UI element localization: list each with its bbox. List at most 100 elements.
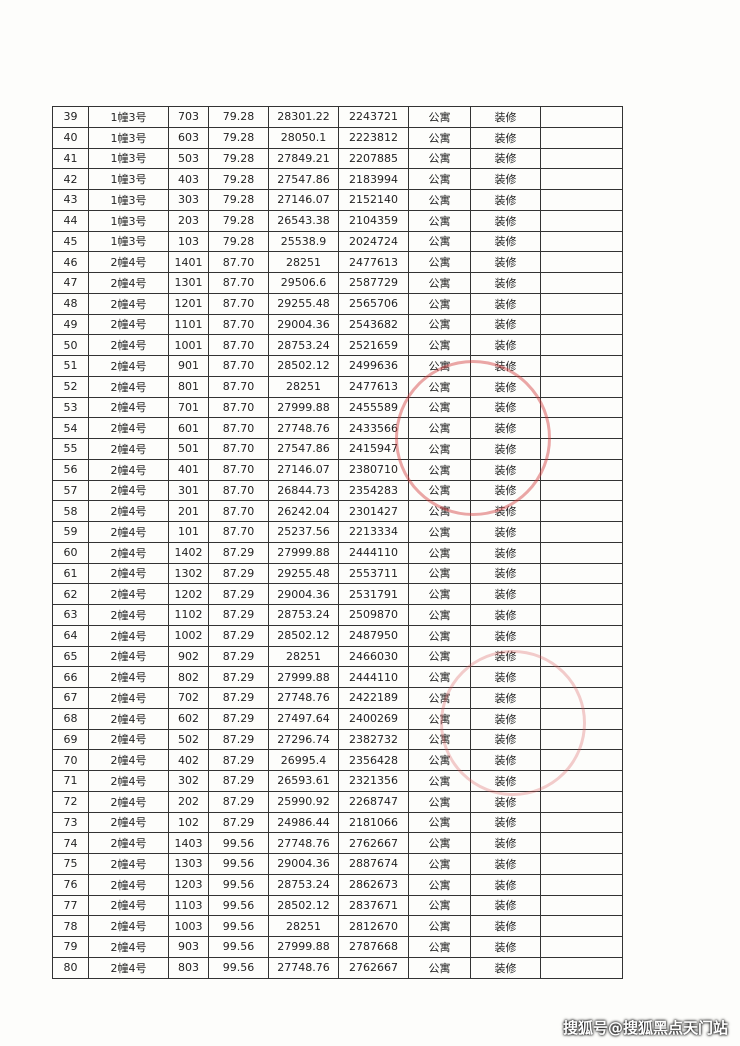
table-cell: 装修 — [470, 417, 541, 439]
table-cell: 51 — [52, 355, 89, 377]
table-cell: 28753.24 — [268, 604, 339, 626]
table-cell: 201 — [168, 500, 209, 522]
table-cell: 26242.04 — [268, 500, 339, 522]
table-cell: 装修 — [470, 334, 541, 356]
table-cell: 装修 — [470, 645, 541, 668]
table-cell: 802 — [168, 666, 209, 688]
table-cell: 公寓 — [408, 604, 471, 626]
table-cell: 25538.9 — [268, 230, 339, 253]
table-cell: 87.29 — [208, 707, 269, 730]
table-cell: 87.29 — [208, 790, 269, 813]
table-cell: 74 — [52, 832, 89, 854]
table-cell: 99.56 — [208, 936, 269, 958]
table-cell: 公寓 — [408, 126, 471, 149]
table-row: 49 2幢4号 1101 87.70 29004.36 2543682 公寓 装修 — [52, 313, 623, 336]
table-cell: 87.70 — [208, 521, 269, 543]
table-cell: 25990.92 — [268, 790, 339, 813]
table-cell: 1幢3号 — [88, 189, 169, 211]
table-cell: 301 — [168, 479, 209, 502]
table-cell: 2433566 — [338, 417, 409, 439]
table-cell: 27497.64 — [268, 707, 339, 730]
table-row: 73 2幢4号 102 87.29 24986.44 2181066 公寓 装修 — [52, 811, 623, 834]
table-cell: 2幢4号 — [88, 666, 169, 688]
table-cell: 28050.1 — [268, 126, 339, 149]
blank-cell — [540, 126, 623, 149]
table-cell: 2幢4号 — [88, 583, 169, 605]
table-cell: 公寓 — [408, 562, 471, 585]
table-cell: 装修 — [470, 479, 541, 502]
table-cell: 2553711 — [338, 562, 409, 585]
table-row: 76 2幢4号 1203 99.56 28753.24 2862673 公寓 装修 — [52, 873, 623, 896]
table-row: 75 2幢4号 1303 99.56 29004.36 2887674 公寓 装修 — [52, 853, 623, 875]
table-cell: 2幢4号 — [88, 749, 169, 771]
table-cell: 1301 — [168, 272, 209, 294]
blank-cell — [540, 292, 623, 315]
table-cell: 101 — [168, 521, 209, 543]
table-row: 54 2幢4号 601 87.70 27748.76 2433566 公寓 装修 — [52, 417, 623, 439]
table-cell: 装修 — [470, 604, 541, 626]
table-cell: 203 — [168, 209, 209, 232]
table-cell: 2837671 — [338, 894, 409, 917]
table-cell: 2幢4号 — [88, 375, 169, 398]
table-cell: 28301.22 — [268, 106, 339, 128]
table-cell: 2301427 — [338, 500, 409, 522]
table-cell: 66 — [52, 666, 89, 688]
table-cell: 2812670 — [338, 915, 409, 937]
table-cell: 公寓 — [408, 790, 471, 813]
table-cell: 63 — [52, 604, 89, 626]
table-row: 72 2幢4号 202 87.29 25990.92 2268747 公寓 装修 — [52, 790, 623, 813]
table-cell: 79.28 — [208, 209, 269, 232]
table-cell: 公寓 — [408, 479, 471, 502]
table-cell: 2幢4号 — [88, 251, 169, 273]
table-cell: 44 — [52, 209, 89, 232]
table-cell: 29255.48 — [268, 562, 339, 585]
table-cell: 55 — [52, 438, 89, 460]
table-cell: 装修 — [470, 147, 541, 170]
table-cell: 公寓 — [408, 666, 471, 688]
table-cell: 公寓 — [408, 728, 471, 751]
table-cell: 27748.76 — [268, 417, 339, 439]
table-cell: 公寓 — [408, 251, 471, 273]
table-cell: 40 — [52, 126, 89, 149]
table-cell: 79.28 — [208, 147, 269, 170]
table-cell: 1103 — [168, 894, 209, 917]
blank-cell — [540, 438, 623, 460]
table-row: 71 2幢4号 302 87.29 26593.61 2321356 公寓 装修 — [52, 770, 623, 792]
table-cell: 28251 — [268, 645, 339, 668]
blank-cell — [540, 147, 623, 170]
table-cell: 公寓 — [408, 500, 471, 522]
table-cell: 1001 — [168, 334, 209, 356]
table-cell: 2幢4号 — [88, 728, 169, 751]
table-cell: 装修 — [470, 251, 541, 273]
table-cell: 803 — [168, 956, 209, 979]
table-cell: 29004.36 — [268, 313, 339, 336]
table-row: 44 1幢3号 203 79.28 26543.38 2104359 公寓 装修 — [52, 209, 623, 232]
table-cell: 99.56 — [208, 956, 269, 979]
table-cell: 24986.44 — [268, 811, 339, 834]
table-cell: 43 — [52, 189, 89, 211]
table-cell: 61 — [52, 562, 89, 585]
table-cell: 装修 — [470, 853, 541, 875]
table-cell: 57 — [52, 479, 89, 502]
table-cell: 装修 — [470, 313, 541, 336]
table-row: 66 2幢4号 802 87.29 27999.88 2444110 公寓 装修 — [52, 666, 623, 688]
table-cell: 47 — [52, 272, 89, 294]
table-cell: 902 — [168, 645, 209, 668]
table-row: 79 2幢4号 903 99.56 27999.88 2787668 公寓 装修 — [52, 936, 623, 958]
table-cell: 503 — [168, 147, 209, 170]
blank-cell — [540, 500, 623, 522]
table-cell: 56 — [52, 458, 89, 481]
table-cell: 42 — [52, 168, 89, 190]
table-cell: 2幢4号 — [88, 811, 169, 834]
table-cell: 装修 — [470, 541, 541, 564]
blank-cell — [540, 811, 623, 834]
table-cell: 502 — [168, 728, 209, 751]
table-cell: 装修 — [470, 272, 541, 294]
table-cell: 1302 — [168, 562, 209, 585]
table-cell: 装修 — [470, 936, 541, 958]
table-cell: 2幢4号 — [88, 562, 169, 585]
table-cell: 79.28 — [208, 230, 269, 253]
table-cell: 2354283 — [338, 479, 409, 502]
table-row: 40 1幢3号 603 79.28 28050.1 2223812 公寓 装修 — [52, 126, 623, 149]
table-cell: 2477613 — [338, 375, 409, 398]
